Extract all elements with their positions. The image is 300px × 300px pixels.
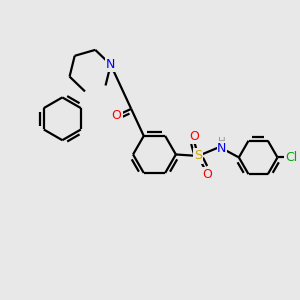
Text: O: O [189, 130, 199, 142]
Text: N: N [106, 58, 116, 71]
Text: O: O [111, 109, 121, 122]
Text: N: N [217, 142, 226, 155]
Text: H: H [218, 137, 226, 147]
Text: Cl: Cl [285, 151, 298, 164]
Text: O: O [202, 168, 212, 181]
Text: S: S [194, 149, 202, 162]
